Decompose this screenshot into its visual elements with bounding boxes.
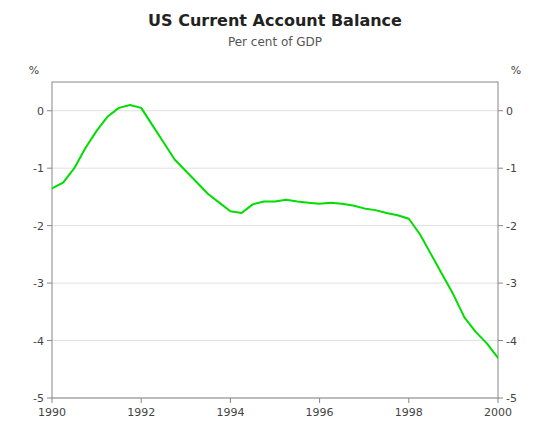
y-tick-label: -4 (33, 335, 44, 348)
axes: -5 -4 -3 -2 -1 0 -5 -4 -3 -2 -1 0 1990 1992 1994 1996 19… (33, 105, 517, 419)
y-tick (47, 398, 52, 399)
chart: US Current Account Balance Per cent of GD… (0, 0, 550, 432)
y2-tick-label: -1 (506, 162, 517, 175)
x-tick-label: 2000 (484, 406, 512, 419)
y2-tick-label: 0 (506, 105, 513, 118)
y2-axis-label: % (511, 64, 521, 77)
x-tick (230, 398, 231, 403)
y2-tick (498, 225, 503, 226)
grid-line (52, 283, 498, 284)
y2-tick-label: -4 (506, 335, 517, 348)
x-tick (52, 398, 53, 403)
y2-tick (498, 110, 503, 111)
y-tick (47, 110, 52, 111)
x-tick (141, 398, 142, 403)
y2-tick (498, 168, 503, 169)
title: US Current Account Balance (148, 11, 402, 30)
y-tick-label: -2 (33, 220, 44, 233)
grid-line (52, 340, 498, 341)
plot-frame (52, 82, 498, 398)
y2-tick (498, 340, 503, 341)
y2-tick-label: -5 (506, 392, 517, 405)
grid-line (52, 110, 498, 111)
y2-tick (498, 283, 503, 284)
data (52, 105, 498, 358)
x-tick (408, 398, 409, 403)
x-tick-label: 1994 (216, 406, 244, 419)
y-tick-label: -1 (33, 162, 44, 175)
grid-line (52, 168, 498, 169)
y-tick (47, 283, 52, 284)
y-axis-label: % (29, 64, 39, 77)
subtitle: Per cent of GDP (228, 35, 322, 49)
y-tick-label: -5 (33, 392, 44, 405)
y2-tick (498, 398, 503, 399)
y-tick (47, 340, 52, 341)
y2-tick-label: -3 (506, 277, 517, 290)
y-tick (47, 168, 52, 169)
x-tick (319, 398, 320, 403)
x-tick-label: 1996 (306, 406, 334, 419)
x-tick-label: 1998 (395, 406, 423, 419)
chart-container: US Current Account Balance Per cent of GD… (0, 0, 550, 432)
x-tick (498, 398, 499, 403)
grid-line (52, 225, 498, 226)
x-tick-label: 1992 (127, 406, 155, 419)
y-tick-label: -3 (33, 277, 44, 290)
y-tick (47, 225, 52, 226)
y2-tick-label: -2 (506, 220, 517, 233)
line (52, 105, 498, 358)
x-tick-label: 1990 (38, 406, 66, 419)
y-tick-label: 0 (37, 105, 44, 118)
